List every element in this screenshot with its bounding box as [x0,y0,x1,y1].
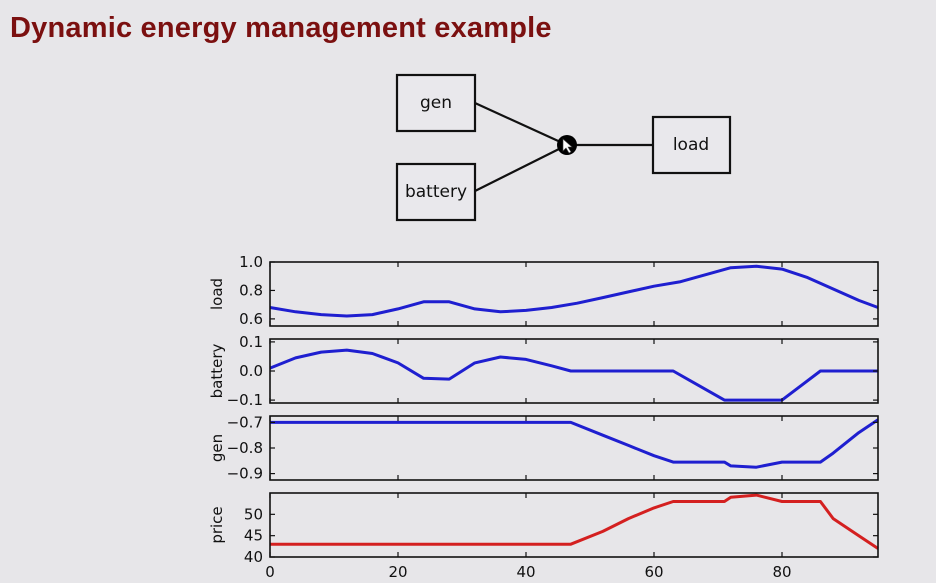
battery-ytick-label: −0.1 [227,391,263,409]
price-xtick-label: 0 [265,563,275,581]
load-node-label: load [673,135,709,155]
battery-ytick-label: 0.0 [239,362,263,380]
battery-ylabel: battery [208,344,226,399]
edge-gen-junction [474,101,568,147]
load-node [651,115,732,175]
battery-node-label: battery [405,182,467,202]
price-ytick-label: 40 [244,548,263,566]
gen-ylabel: gen [208,434,226,462]
load-ytick-label: 1.0 [239,253,263,271]
price-xtick-label: 60 [644,563,663,581]
price-series-line [270,493,879,550]
gen-node [395,73,477,133]
price-xtick-label: 40 [516,563,535,581]
price-xtick-label: 80 [772,563,791,581]
gen-node-label: gen [420,93,452,113]
price-ytick-label: 45 [244,527,263,545]
battery-ytick-label: 0.1 [239,333,263,351]
gen-ytick-label: −0.8 [227,439,263,457]
gen-series-line [270,418,879,469]
load-ytick-label: 0.8 [239,281,263,299]
load-series-line [269,264,879,318]
battery-series-line [269,348,878,402]
cursor-icon [562,138,573,154]
gen-axes-frame [269,415,879,481]
gen-ytick-label: −0.7 [227,413,263,431]
load-ylabel: load [208,278,226,310]
price-ylabel: price [208,506,226,543]
load-ytick-label: 0.6 [239,310,263,328]
slide-title: Dynamic energy management example [10,12,552,44]
gen-ytick-label: −0.9 [227,465,263,483]
price-axes-frame [269,492,879,558]
battery-node [395,162,477,222]
price-ytick-label: 50 [244,505,263,523]
price-xtick-label: 20 [388,563,407,581]
edge-battery-junction [474,144,568,192]
load-axes-frame [269,261,879,327]
